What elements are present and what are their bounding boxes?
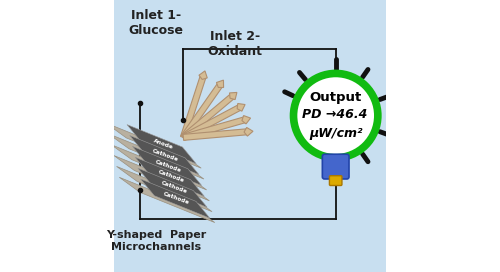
Polygon shape [140,179,210,218]
FancyBboxPatch shape [330,176,342,186]
Polygon shape [106,123,201,168]
Text: Output: Output [310,91,362,104]
Text: Cathode: Cathode [162,191,190,206]
Polygon shape [183,129,248,140]
Polygon shape [180,76,206,138]
Polygon shape [230,92,237,100]
Text: Cathode: Cathode [154,159,182,173]
Circle shape [294,73,378,158]
Polygon shape [111,145,206,190]
Text: μW/cm²: μW/cm² [309,127,362,140]
Polygon shape [216,80,224,88]
Text: Inlet 2-
Oxidant: Inlet 2- Oxidant [208,30,262,57]
Polygon shape [132,146,202,186]
Text: Anode: Anode [152,138,174,150]
FancyBboxPatch shape [108,0,392,272]
Polygon shape [181,83,222,139]
Text: Cathode: Cathode [160,181,188,195]
Polygon shape [130,135,199,175]
Text: Inlet 1-
Glucose: Inlet 1- Glucose [128,9,184,37]
Polygon shape [244,128,253,136]
Polygon shape [127,125,196,164]
Polygon shape [182,117,246,140]
Text: Cathode: Cathode [152,148,180,162]
Text: Y-shaped  Paper
Microchannels: Y-shaped Paper Microchannels [106,230,206,252]
Polygon shape [182,94,234,140]
Polygon shape [237,104,245,111]
Polygon shape [138,168,207,207]
Polygon shape [120,177,215,222]
Polygon shape [182,105,241,140]
Polygon shape [114,156,210,201]
Polygon shape [116,166,212,212]
Polygon shape [242,116,250,124]
Polygon shape [199,71,207,79]
Polygon shape [135,157,204,196]
Text: Cathode: Cathode [158,170,185,184]
FancyBboxPatch shape [322,154,349,179]
Text: PD →46.4: PD →46.4 [302,108,367,121]
Polygon shape [108,134,204,179]
